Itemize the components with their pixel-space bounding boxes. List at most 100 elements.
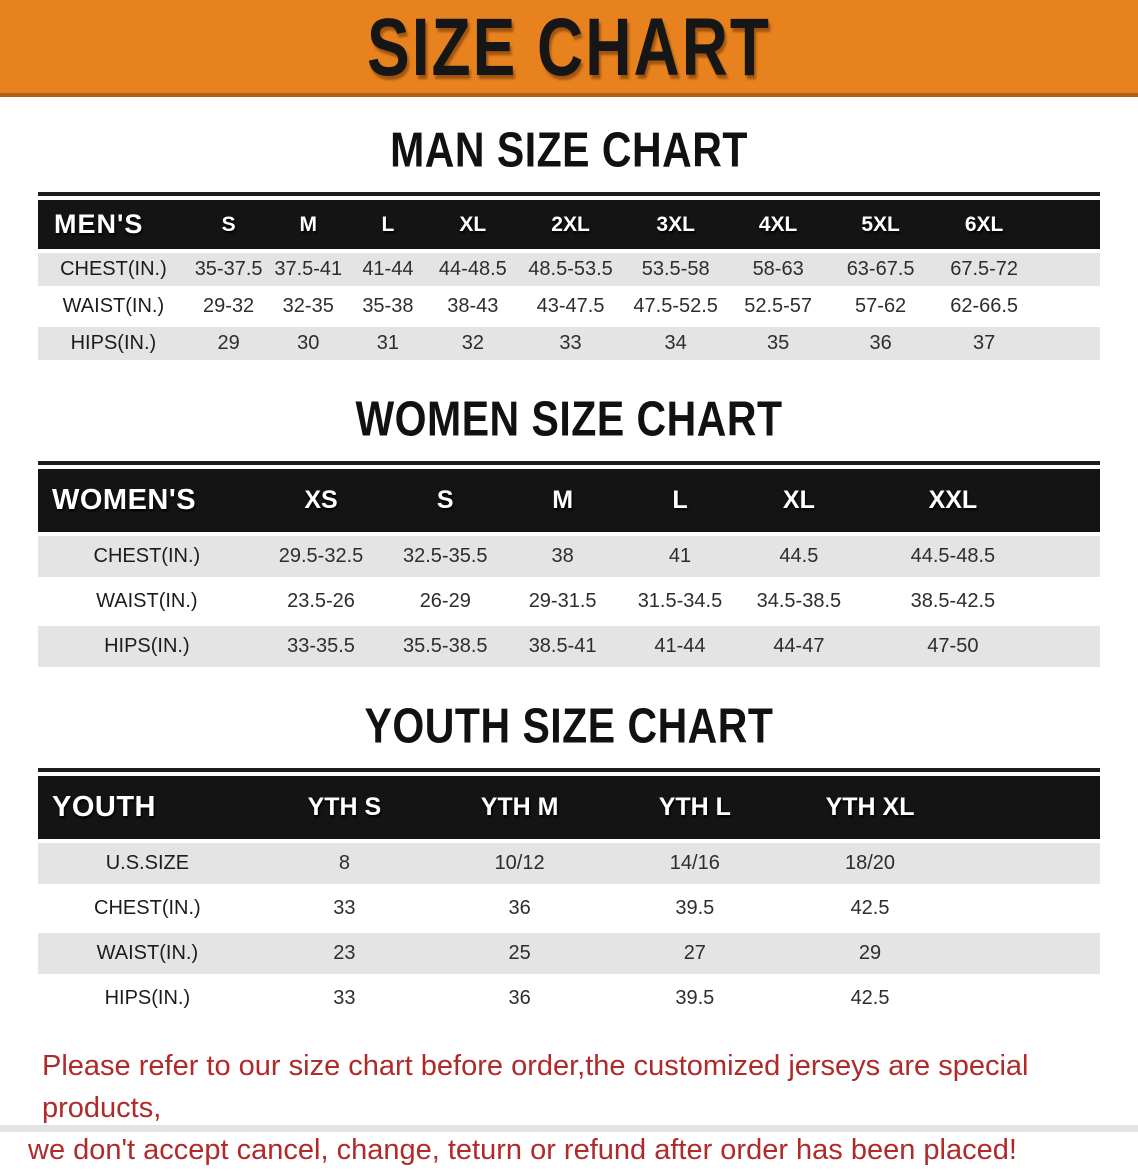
group-label: WOMEN'S [52,484,197,516]
women-size-heading: WOMEN SIZE CHART [355,391,783,447]
filler-cell [1047,534,1100,579]
filler-cell [1035,200,1100,251]
size-value-cell: 32.5-35.5 [403,545,488,567]
filler-cell [958,886,1100,931]
size-value-cell: 62-66.5 [950,295,1019,317]
women-size-table: WOMEN'S XS S M L XL XXL CHEST(IN.) 29.5-32.5 32.5… [38,469,1100,667]
size-value-cell: 41-44 [362,258,414,280]
size-value-cell: 44.5-48.5 [910,545,996,567]
size-value-cell: 43-47.5 [536,295,605,317]
size-value-cell: 23 [333,942,356,964]
row-label: CHEST(IN.) [60,258,167,280]
size-column-header: S [221,212,236,236]
youth-size-table-wrap: YOUTH YTH S YTH M YTH L YTH XL U.S.SIZE 8 10/12… [38,768,1100,1019]
size-value-cell: 35-37.5 [194,258,263,280]
size-value-cell: 29-31.5 [528,590,597,612]
size-value-cell: 39.5 [675,897,715,919]
size-column-header: M [299,212,318,236]
size-value-cell: 48.5-53.5 [528,258,613,280]
filler-cell [958,976,1100,1019]
measurement-row: HIPS(IN.) 33-35.5 35.5-38.5 38.5-41 41-44 44-… [38,624,1100,667]
filler-cell [1047,579,1100,624]
group-label: YOUTH [52,791,156,823]
measurement-row: WAIST(IN.) 23 25 27 29 [38,931,1100,976]
size-value-cell: 36 [869,332,892,354]
size-value-cell: 29 [858,942,882,964]
size-value-cell: 47-50 [927,635,979,657]
size-value-cell: 67.5-72 [950,258,1019,280]
size-value-cell: 57-62 [855,295,907,317]
filler-cell [1047,469,1100,534]
group-label: MEN'S [54,209,144,239]
size-value-cell: 35.5-38.5 [403,635,488,657]
size-column-header: XL [782,486,815,514]
size-value-cell: 10/12 [494,852,545,874]
size-value-cell: 38 [551,545,574,567]
row-label: CHEST(IN.) [93,545,201,567]
filler-cell [1035,251,1100,288]
size-value-cell: 42.5 [850,987,890,1009]
filler-cell [1035,325,1100,360]
size-value-cell: 18/20 [845,852,896,874]
size-value-cell: 44.5 [779,545,819,567]
size-value-cell: 34 [664,332,687,354]
size-value-cell: 23.5-26 [287,590,355,612]
measurement-row: CHEST(IN.) 33 36 39.5 42.5 [38,886,1100,931]
size-column-header: 3XL [656,212,695,236]
size-column-header: XL [459,212,487,236]
size-value-cell: 41 [668,545,692,567]
size-value-cell: 33 [333,897,356,919]
size-value-cell: 32 [461,332,484,354]
size-column-header: 6XL [964,212,1004,236]
size-value-cell: 38.5-41 [528,635,597,657]
size-value-cell: 35-38 [362,295,414,317]
size-column-header: XS [304,486,338,514]
size-value-cell: 31 [376,332,400,354]
size-column-header: S [436,486,454,514]
youth-size-table: YOUTH YTH S YTH M YTH L YTH XL U.S.SIZE 8 10/12… [38,776,1100,1019]
measurement-row: U.S.SIZE 8 10/12 14/16 18/20 [38,841,1100,886]
size-value-cell: 31.5-34.5 [637,590,723,612]
table-top-rule [38,768,1100,772]
row-label: CHEST(IN.) [94,897,201,919]
men-size-table: MEN'S S M L XL 2XL 3XL 4XL 5XL 6XL CHEST(IN.) 35-37… [38,200,1100,360]
table-top-rule [38,192,1100,196]
size-value-cell: 30 [297,332,320,354]
size-value-cell: 47.5-52.5 [633,295,718,317]
size-value-cell: 41-44 [654,635,706,657]
size-value-cell: 33-35.5 [287,635,355,657]
size-value-cell: 25 [508,942,531,964]
measurement-row: HIPS(IN.) 33 36 39.5 42.5 [38,976,1100,1019]
size-value-cell: 33 [333,987,356,1009]
size-value-cell: 32-35 [282,295,334,317]
size-value-cell: 27 [683,942,706,964]
size-column-header: YTH L [658,793,731,821]
size-column-header: 2XL [551,212,590,236]
row-label: WAIST(IN.) [96,942,199,964]
size-table-header-row: MEN'S S M L XL 2XL 3XL 4XL 5XL 6XL [38,200,1100,251]
size-column-header: L [381,212,395,236]
disclaimer-line-2: we don't accept cancel, change, teturn o… [28,1134,1017,1167]
size-column-header: YTH M [480,793,559,821]
size-value-cell: 35 [767,332,790,354]
filler-cell [958,776,1100,841]
size-value-cell: 29.5-32.5 [278,545,364,567]
disclaimer: Please refer to our size chart before or… [0,1045,1138,1171]
bottom-edge-strip [0,1125,1138,1132]
measurement-row: CHEST(IN.) 35-37.5 37.5-41 41-44 44-48.5 48.5… [38,251,1100,288]
size-value-cell: 37.5-41 [274,258,343,280]
size-value-cell: 44-48.5 [438,258,507,280]
women-size-table-wrap: WOMEN'S XS S M L XL XXL CHEST(IN.) 29.5-32.5 32.5… [38,461,1100,667]
size-column-header: 4XL [758,212,798,236]
size-value-cell: 63-67.5 [846,258,915,280]
size-value-cell: 52.5-57 [744,295,813,317]
row-label: HIPS(IN.) [70,332,157,354]
size-table-header-row: YOUTH YTH S YTH M YTH L YTH XL [38,776,1100,841]
size-value-cell: 42.5 [850,897,890,919]
size-value-cell: 53.5-58 [641,258,710,280]
size-column-header: YTH S [307,793,382,821]
men-size-table-wrap: MEN'S S M L XL 2XL 3XL 4XL 5XL 6XL CHEST(IN.) 35-37… [38,192,1100,360]
size-column-header: M [552,486,574,514]
row-label: WAIST(IN.) [96,590,198,612]
row-label: HIPS(IN.) [104,635,190,657]
